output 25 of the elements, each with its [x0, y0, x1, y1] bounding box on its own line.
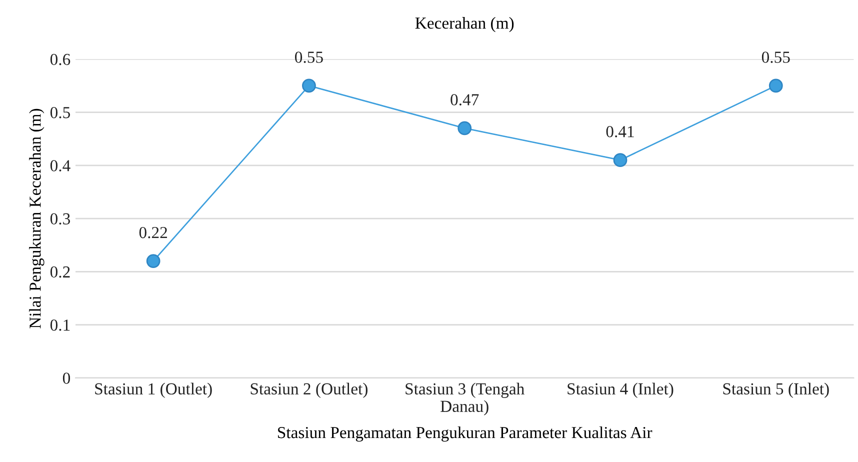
x-tick-label: Stasiun 4 (Inlet)	[568, 382, 674, 398]
point	[146, 254, 160, 268]
data-label: 0.41	[606, 126, 634, 138]
y-axis-title: Nilai Pengukuran Kecerahan (m)	[29, 108, 44, 328]
x-tick-label: Stasiun 1 (Outlet)	[95, 382, 212, 398]
y-tick-label: 0.5	[50, 106, 70, 118]
y-tick-label: 0.1	[50, 319, 70, 331]
data-label: 0.55	[762, 52, 790, 63]
x-tick-label: Stasiun 3 (Tengah Danau)	[406, 382, 524, 416]
y-tick-label: 0.3	[50, 213, 70, 225]
chart-title: Kecerahan (m)	[415, 17, 514, 32]
x-tick-label: Stasiun 2 (Outlet)	[250, 382, 368, 398]
y-tick-label: 0.4	[50, 160, 70, 172]
x-axis-title: Stasiun Pengamatan Pengukuran Parameter Kualitas Air	[278, 426, 652, 442]
data-label: 0.22	[139, 226, 167, 238]
data-label: 0.55	[295, 52, 323, 63]
data-label: 0.47	[450, 94, 479, 106]
y-tick-label: 0	[62, 372, 70, 384]
point	[302, 78, 316, 93]
y-tick-label: 0.6	[50, 54, 70, 66]
point	[613, 153, 628, 168]
point	[768, 78, 783, 93]
y-tick-label: 0.2	[50, 266, 70, 278]
x-tick-label: Stasiun 5 (Inlet)	[723, 382, 829, 398]
point	[458, 121, 472, 136]
